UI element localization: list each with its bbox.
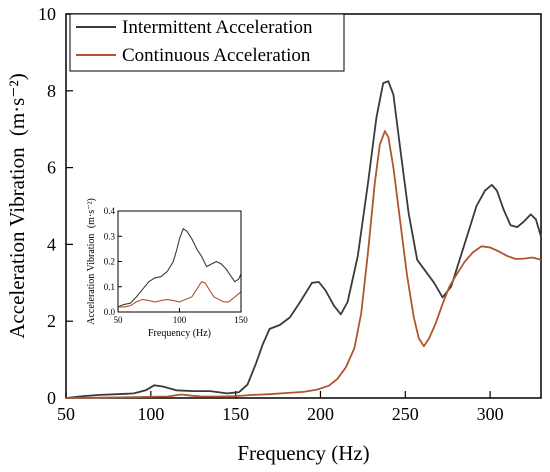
series-line-intermittent [65, 80, 542, 399]
y-tick-label: 8 [47, 81, 56, 101]
inset-y-tick-label: 0.2 [104, 257, 115, 267]
inset-y-axis-title: Acceleration Vibration (m·s⁻²) [86, 198, 97, 325]
inset-series-line-intermittent [117, 228, 242, 308]
inset-y-tick-label: 0.4 [104, 206, 116, 216]
inset-y-axis-title-unit: (m·s⁻²) [86, 198, 97, 228]
main-x-axis: 50 100 150 200 250 300 [57, 391, 504, 424]
x-axis-title: Frequency (Hz) [237, 441, 369, 465]
x-tick-label: 300 [477, 404, 504, 424]
inset-x-tick-label: 50 [114, 315, 124, 325]
y-tick-label: 4 [47, 234, 56, 254]
y-tick-label: 0 [47, 388, 56, 408]
y-axis-title-text: Acceleration Vibration [5, 147, 29, 339]
main-series-group [65, 80, 542, 399]
legend: Intermittent Acceleration Continuous Acc… [69, 13, 345, 72]
x-tick-label: 250 [392, 404, 419, 424]
x-tick-label: 50 [57, 404, 75, 424]
series-line-continuous [65, 130, 542, 399]
inset-plot: 50 100 150 0.00.10.20.30.4 Frequency (Hz) … [86, 198, 248, 339]
y-axis-title-unit: (m·s⁻²) [5, 73, 29, 136]
main-plot: 50 100 150 200 250 300 0 2 4 6 8 10 Frequency (Hz)… [5, 4, 542, 465]
main-y-axis: 0 2 4 6 8 10 [38, 4, 73, 408]
inset-x-axis: 50 100 150 [114, 308, 248, 325]
y-tick-label: 2 [47, 311, 56, 331]
main-plot-frame [65, 13, 542, 399]
inset-series-group [117, 228, 242, 308]
inset-y-tick-label: 0.0 [104, 307, 116, 317]
inset-x-tick-label: 150 [234, 315, 248, 325]
inset-series-line-continuous [118, 281, 242, 308]
inset-y-tick-label: 0.3 [104, 231, 116, 241]
x-tick-label: 200 [307, 404, 334, 424]
inset-y-axis-title-text: Acceleration Vibration [86, 234, 97, 325]
inset-y-tick-label: 0.1 [104, 282, 115, 292]
y-tick-label: 10 [38, 4, 56, 24]
legend-label-continuous: Continuous Acceleration [122, 45, 311, 66]
y-axis-title: Acceleration Vibration (m·s⁻²) [5, 73, 29, 338]
x-tick-label: 100 [137, 404, 164, 424]
inset-y-axis: 0.0 0.1 0.2 0.3 0.4 [104, 206, 122, 317]
inset-x-tick-label: 100 [173, 315, 187, 325]
inset-x-axis-title: Frequency (Hz) [148, 328, 211, 339]
x-tick-label: 150 [222, 404, 249, 424]
legend-label-intermittent: Intermittent Acceleration [122, 17, 313, 38]
y-tick-label: 6 [47, 158, 56, 178]
legend-box [69, 13, 345, 72]
